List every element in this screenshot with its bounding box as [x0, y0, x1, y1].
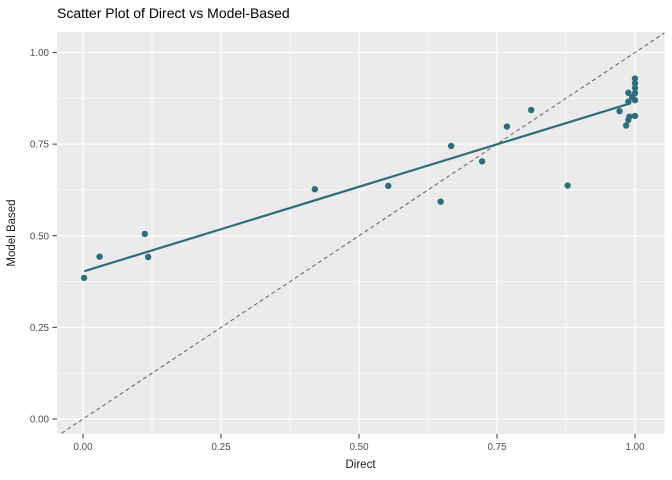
- plot-panel-layer: [57, 32, 665, 434]
- y-tick-label: 0.50: [30, 231, 50, 242]
- data-point: [447, 142, 455, 150]
- trend-lines-layer: [59, 32, 665, 434]
- x-tick-label: 0.75: [487, 442, 507, 453]
- data-point: [625, 98, 632, 105]
- plot-title: Scatter Plot of Direct vs Model-Based: [57, 5, 290, 21]
- x-tick-label: 0.00: [73, 442, 93, 453]
- data-point: [622, 122, 630, 129]
- y-tick-label: 1.00: [30, 48, 50, 59]
- regression-line: [84, 102, 632, 273]
- axis-ticks-layer: 0.00 0.25 0.50 0.75 1.00 0.00 0.25 0.50 0.75 1.00: [30, 48, 645, 453]
- data-point: [564, 182, 571, 189]
- x-tick-label: 0.25: [211, 442, 231, 453]
- y-axis-title: Model Based: [6, 199, 18, 266]
- data-point: [631, 80, 639, 87]
- data-point: [631, 84, 639, 92]
- data-point: [503, 123, 511, 130]
- data-points-layer: [80, 75, 639, 282]
- x-axis-title: Direct: [345, 459, 376, 471]
- data-point: [96, 253, 103, 260]
- minor-gridlines: [57, 32, 665, 434]
- y-tick-label: 0.00: [30, 415, 50, 426]
- data-point: [528, 106, 535, 114]
- y-tick-label: 0.75: [30, 140, 50, 151]
- x-tick-label: 0.50: [349, 442, 369, 453]
- data-point: [631, 89, 639, 97]
- data-point: [625, 89, 632, 97]
- data-point: [631, 112, 639, 120]
- data-point: [144, 253, 152, 261]
- data-point: [616, 107, 623, 115]
- data-point: [385, 182, 392, 190]
- data-point: [626, 113, 633, 120]
- data-point: [141, 230, 149, 238]
- y-tick-label: 0.25: [30, 323, 50, 334]
- data-point: [631, 75, 639, 82]
- identity-dashed-line: [59, 32, 665, 434]
- data-point: [437, 198, 444, 205]
- plot-panel: [57, 32, 665, 434]
- x-tick-label: 1.00: [625, 442, 645, 453]
- data-point: [311, 186, 319, 193]
- data-point: [80, 274, 88, 282]
- data-point: [478, 158, 486, 165]
